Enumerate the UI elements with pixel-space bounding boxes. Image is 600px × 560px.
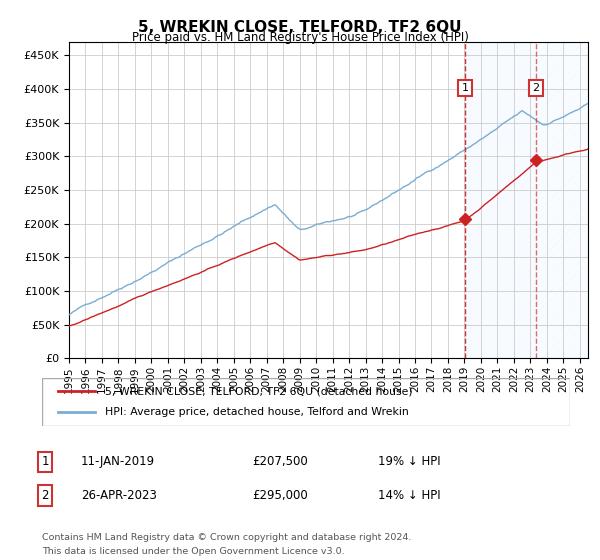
Text: 14% ↓ HPI: 14% ↓ HPI bbox=[378, 489, 440, 502]
Text: £295,000: £295,000 bbox=[252, 489, 308, 502]
Text: £207,500: £207,500 bbox=[252, 455, 308, 468]
Text: 19% ↓ HPI: 19% ↓ HPI bbox=[378, 455, 440, 468]
Text: This data is licensed under the Open Government Licence v3.0.: This data is licensed under the Open Gov… bbox=[42, 548, 344, 557]
Text: 5, WREKIN CLOSE, TELFORD, TF2 6QU: 5, WREKIN CLOSE, TELFORD, TF2 6QU bbox=[138, 20, 462, 35]
Bar bbox=[465, 42, 536, 358]
Text: Contains HM Land Registry data © Crown copyright and database right 2024.: Contains HM Land Registry data © Crown c… bbox=[42, 533, 412, 542]
Text: 2: 2 bbox=[41, 489, 49, 502]
Text: 1: 1 bbox=[461, 83, 469, 93]
Text: Price paid vs. HM Land Registry's House Price Index (HPI): Price paid vs. HM Land Registry's House … bbox=[131, 31, 469, 44]
Text: 1: 1 bbox=[41, 455, 49, 468]
Text: HPI: Average price, detached house, Telford and Wrekin: HPI: Average price, detached house, Telf… bbox=[106, 407, 409, 417]
Bar bbox=[536, 42, 588, 358]
Text: 11-JAN-2019: 11-JAN-2019 bbox=[81, 455, 155, 468]
Text: 26-APR-2023: 26-APR-2023 bbox=[81, 489, 157, 502]
Text: 5, WREKIN CLOSE, TELFORD, TF2 6QU (detached house): 5, WREKIN CLOSE, TELFORD, TF2 6QU (detac… bbox=[106, 386, 413, 396]
Text: 2: 2 bbox=[532, 83, 539, 93]
